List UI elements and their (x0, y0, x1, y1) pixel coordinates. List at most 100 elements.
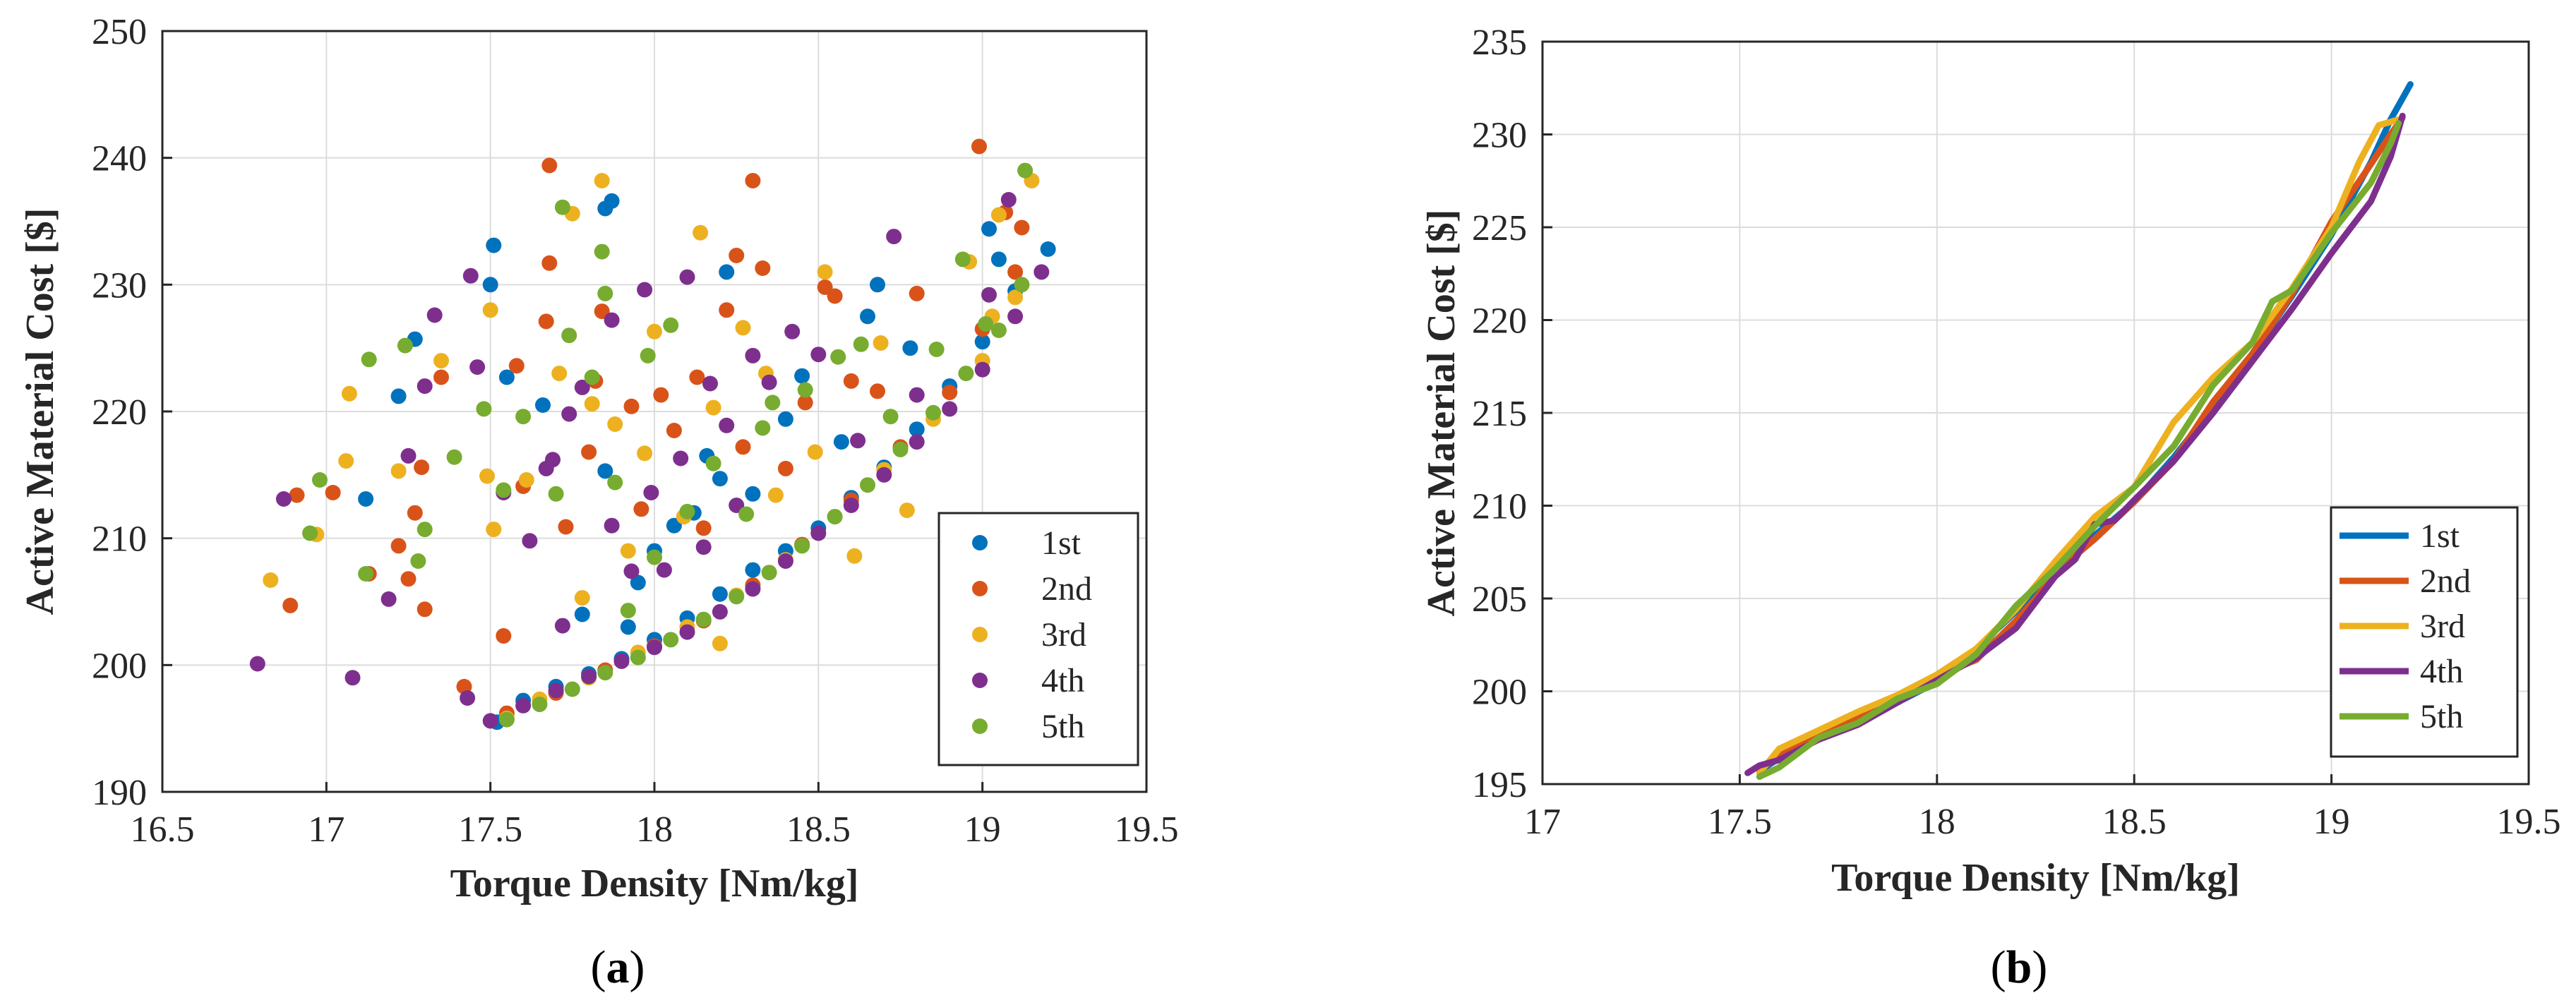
point-1st-40 (535, 397, 551, 413)
point-1st-19 (482, 277, 498, 293)
point-1st-34 (630, 574, 646, 591)
point-5th-21 (361, 351, 377, 368)
point-3rd-33 (647, 323, 662, 339)
point-2nd-23 (325, 485, 341, 500)
x-tick-label-a-5: 19 (964, 810, 1001, 850)
point-2nd-46 (735, 439, 751, 455)
point-5th-12 (892, 441, 909, 457)
point-3rd-23 (518, 472, 534, 488)
point-2nd-21 (282, 597, 299, 613)
point-4th-41 (761, 374, 777, 390)
point-1st-37 (833, 434, 849, 450)
point-2nd-15 (745, 173, 761, 188)
point-5th-24 (417, 522, 433, 538)
point-1st-35 (574, 606, 590, 622)
point-4th-44 (850, 433, 866, 449)
point-2nd-51 (414, 459, 430, 476)
point-5th-43 (954, 251, 971, 267)
x-tick-label-b-4: 19 (2313, 802, 2350, 842)
point-5th-25 (446, 449, 462, 465)
point-2nd-41 (817, 279, 833, 295)
point-4th-15 (974, 361, 990, 378)
point-1st-8 (745, 562, 761, 578)
series-line-3rd (1756, 116, 2402, 776)
point-4th-1 (515, 697, 532, 714)
point-5th-9 (794, 538, 810, 554)
point-5th-19 (312, 472, 328, 488)
point-5th-7 (729, 589, 745, 605)
point-2nd-29 (508, 358, 525, 374)
point-4th-36 (656, 562, 672, 578)
point-2nd-48 (581, 444, 597, 460)
y-tick-label-b-7: 230 (1472, 116, 1527, 156)
legend-swatch-a-3rd (972, 627, 988, 642)
point-4th-11 (843, 498, 859, 513)
y-tick-label-a-4: 230 (92, 265, 147, 306)
point-5th-38 (765, 395, 781, 411)
point-5th-1 (532, 697, 548, 712)
point-4th-22 (400, 447, 417, 464)
point-4th-42 (784, 323, 801, 339)
y-tick-label-a-5: 240 (92, 139, 147, 179)
point-4th-3 (581, 668, 597, 685)
point-2nd-36 (623, 398, 640, 414)
point-1st-28 (719, 264, 735, 280)
point-5th-10 (827, 509, 843, 525)
ticks-b: 17 17.5 18 18.5 19 19.5 195 200 205 210 215 220 225 2… (1472, 23, 2561, 842)
point-4th-45 (886, 229, 902, 245)
point-2nd-25 (390, 538, 407, 554)
point-4th-30 (545, 452, 561, 468)
point-2nd-30 (538, 313, 554, 330)
point-4th-12 (876, 467, 892, 483)
panel-letter-b: b (2006, 941, 2032, 993)
legend-label-a-2nd: 2nd (1041, 570, 1092, 608)
point-5th-46 (607, 474, 623, 491)
point-5th-42 (928, 342, 945, 357)
point-3rd-38 (990, 207, 1007, 223)
point-2nd-18 (755, 260, 771, 276)
point-5th-44 (978, 316, 994, 332)
point-3rd-27 (584, 396, 600, 412)
point-2nd-28 (433, 369, 449, 385)
x-tick-label-a-0: 16.5 (131, 810, 195, 850)
panel-letter-a: a (606, 941, 630, 993)
point-5th-23 (410, 553, 426, 569)
point-3rd-18 (390, 463, 407, 479)
point-4th-39 (719, 417, 735, 433)
point-5th-14 (958, 366, 974, 382)
panel-label-a: (a) (591, 941, 645, 993)
point-5th-45 (679, 503, 695, 519)
point-5th-28 (515, 409, 532, 425)
point-5th-18 (302, 525, 318, 541)
point-1st-30 (860, 308, 875, 325)
point-5th-47 (548, 486, 564, 502)
ticks-a: 16.5 17 17.5 18 18.5 19 19.5 190 200 210 220 230 240… (92, 12, 1179, 850)
point-3rd-34 (767, 487, 784, 503)
y-axis-label-b: Active Material Cost [$] (1420, 210, 1463, 617)
point-5th-33 (620, 603, 636, 619)
series-line-5th (1756, 120, 2402, 780)
point-4th-32 (574, 379, 590, 395)
y-tick-label-a-0: 190 (92, 773, 147, 813)
point-5th-20 (358, 566, 374, 582)
point-3rd-40 (637, 445, 653, 462)
point-1st-13 (909, 421, 925, 438)
legend-label-b-5th: 5th (2420, 698, 2463, 735)
point-5th-15 (990, 323, 1007, 338)
point-3rd-15 (341, 385, 357, 402)
y-tick-label-b-4: 215 (1472, 394, 1527, 434)
point-4th-5 (647, 639, 662, 656)
series-line-1st (1756, 81, 2414, 775)
point-5th-32 (597, 285, 613, 301)
point-1st-29 (794, 368, 810, 384)
x-tick-label-b-0: 17 (1524, 802, 1561, 842)
x-tick-label-a-6: 19.5 (1115, 810, 1179, 850)
point-4th-18 (249, 656, 265, 672)
point-5th-34 (640, 347, 656, 363)
legend-label-b-1st: 1st (2420, 517, 2460, 555)
point-4th-8 (745, 581, 761, 597)
point-2nd-35 (653, 387, 669, 403)
y-axis-label-a: Active Material Cost [$] (18, 208, 62, 615)
point-4th-23 (417, 378, 433, 395)
